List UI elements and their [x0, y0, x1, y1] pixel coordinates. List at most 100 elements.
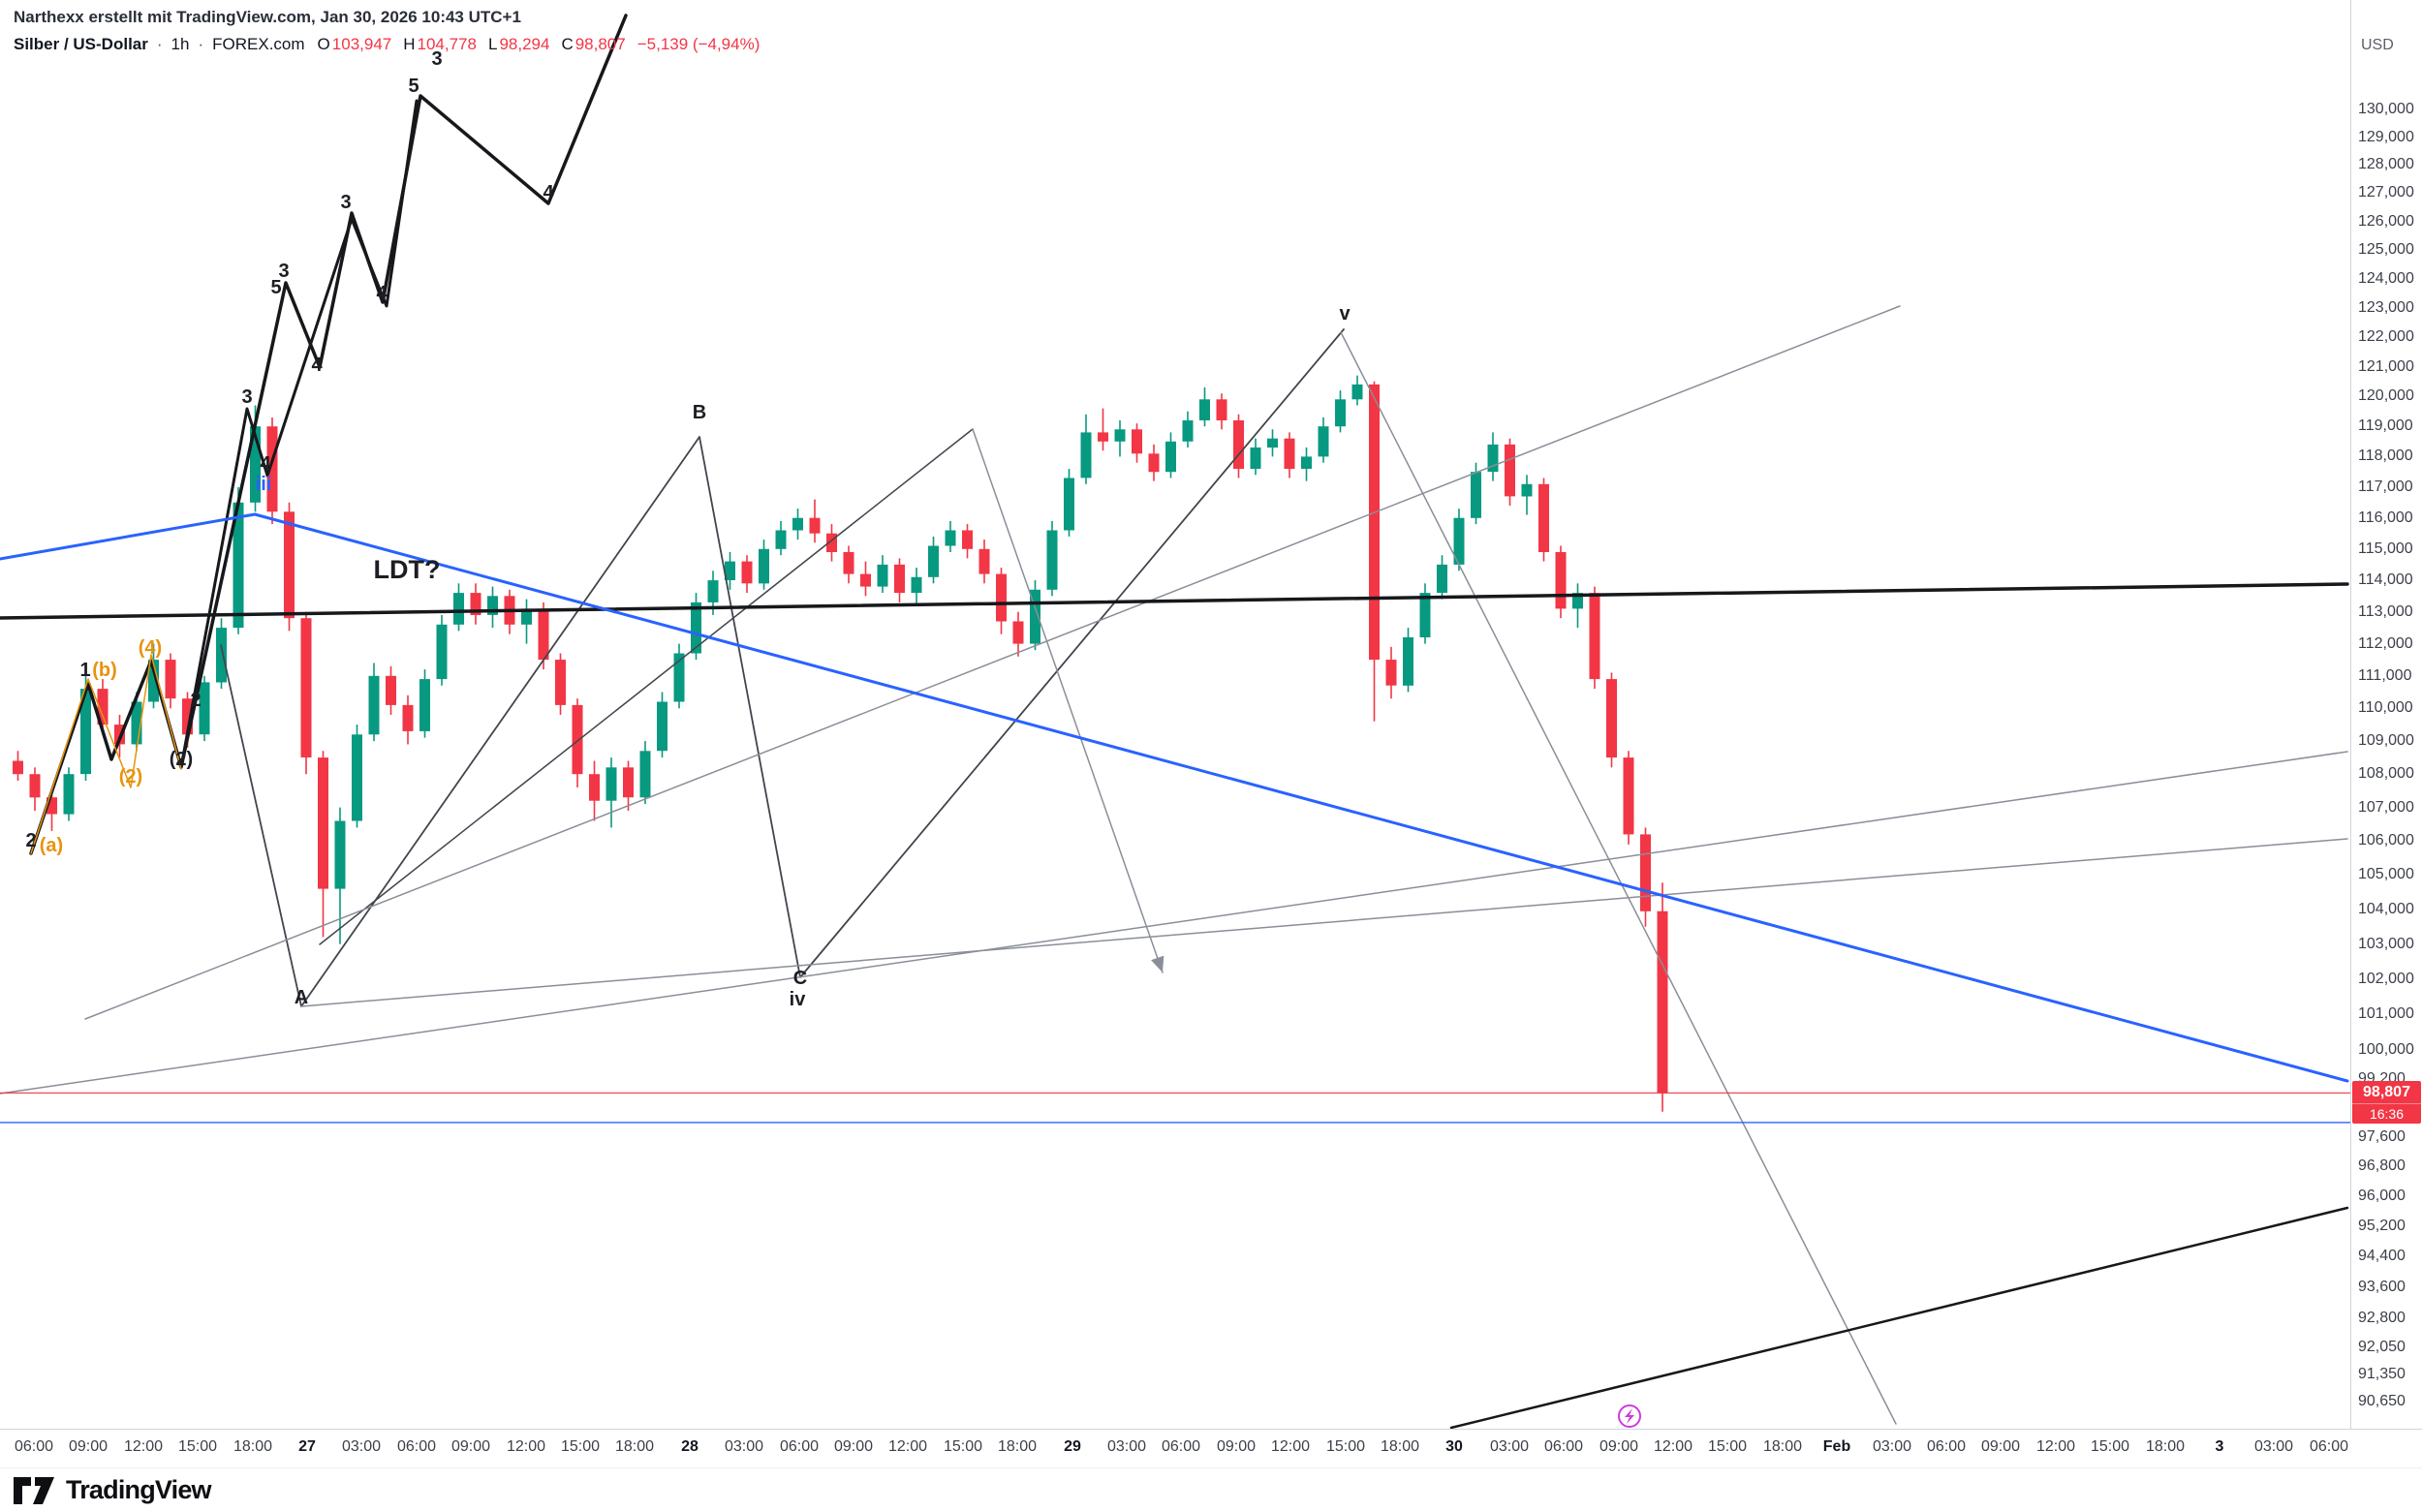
trend-line[interactable] — [300, 838, 2348, 1007]
candle-body[interactable] — [725, 561, 735, 580]
candle-body[interactable] — [572, 704, 583, 775]
wave-label[interactable]: (b) — [92, 660, 117, 681]
candle-body[interactable] — [453, 593, 464, 625]
tradingview-brand[interactable]: TradingView — [66, 1475, 212, 1504]
candle-body[interactable] — [63, 774, 75, 815]
candle-body[interactable] — [860, 573, 871, 587]
wave-label[interactable]: 4 — [311, 355, 323, 376]
candle-body[interactable] — [1267, 438, 1278, 448]
wave-label[interactable]: 5 — [408, 76, 419, 97]
candle-body[interactable] — [1453, 517, 1465, 565]
candle-body[interactable] — [894, 564, 905, 594]
candle-body[interactable] — [1301, 456, 1312, 469]
candle-body[interactable] — [589, 774, 600, 801]
trend-line[interactable] — [30, 654, 182, 854]
candle-body[interactable] — [962, 530, 973, 549]
candle-body[interactable] — [1572, 593, 1583, 609]
candle-body[interactable] — [1538, 483, 1549, 552]
candle-body[interactable] — [1403, 637, 1413, 686]
wave-label[interactable]: iii — [256, 474, 272, 495]
candle-body[interactable] — [300, 618, 312, 757]
candle-body[interactable] — [419, 679, 430, 731]
trend-line[interactable] — [319, 428, 974, 945]
candle-body[interactable] — [1351, 384, 1363, 400]
candle-body[interactable] — [639, 751, 651, 798]
candle-body[interactable] — [1114, 429, 1126, 442]
candle-body[interactable] — [233, 502, 244, 629]
candle-body[interactable] — [148, 660, 159, 702]
wave-label[interactable]: 4 — [376, 283, 388, 304]
price-axis[interactable]: USD 98,807 16:36 130,000 129,000 128,000 12… — [2350, 0, 2422, 1429]
candle-body[interactable] — [1284, 438, 1295, 469]
candle-body[interactable] — [13, 760, 23, 775]
wave-label[interactable]: 4 — [260, 453, 271, 475]
candle-body[interactable] — [1046, 530, 1058, 590]
candle-body[interactable] — [1487, 444, 1499, 473]
candle-body[interactable] — [1521, 483, 1533, 497]
candle-body[interactable] — [1030, 589, 1040, 644]
candle-body[interactable] — [809, 517, 821, 534]
candle-body[interactable] — [1216, 399, 1227, 420]
candle-body[interactable] — [1233, 420, 1244, 469]
wave-label[interactable]: C — [793, 968, 807, 989]
trend-line[interactable] — [1340, 331, 1897, 1425]
trend-line[interactable] — [0, 751, 2348, 1095]
wave-label[interactable]: v — [1339, 303, 1351, 324]
candle-body[interactable] — [250, 426, 261, 503]
candle-body[interactable] — [1419, 593, 1431, 637]
candle-body[interactable] — [80, 689, 91, 775]
trend-line[interactable] — [29, 14, 628, 855]
wave-label[interactable]: 3 — [431, 48, 442, 70]
wave-label[interactable]: 2 — [25, 830, 36, 851]
wave-label[interactable]: LDT? — [374, 555, 441, 584]
candle-body[interactable] — [707, 580, 719, 602]
wave-label[interactable]: iv — [790, 989, 807, 1010]
candle-body[interactable] — [1589, 593, 1600, 680]
interval-label[interactable]: 1h — [171, 35, 190, 53]
candle-body[interactable] — [334, 820, 346, 889]
candle-body[interactable] — [1064, 478, 1074, 531]
candle-body[interactable] — [1385, 660, 1397, 686]
candle-body[interactable] — [911, 576, 922, 594]
candle-body[interactable] — [826, 533, 837, 552]
candle-body[interactable] — [97, 689, 109, 725]
candle-body[interactable] — [1080, 432, 1092, 478]
wave-label[interactable]: 2 — [190, 690, 201, 711]
wave-label[interactable]: (2) — [119, 766, 142, 787]
candle-body[interactable] — [996, 573, 1007, 622]
candle-body[interactable] — [1437, 564, 1447, 594]
candle-body[interactable] — [521, 608, 532, 625]
candle-body[interactable] — [1132, 429, 1142, 454]
candle-body[interactable] — [1335, 399, 1346, 427]
candle-body[interactable] — [945, 530, 956, 546]
candle-body[interactable] — [792, 517, 803, 531]
trend-line[interactable] — [1449, 1206, 2349, 1429]
candle-body[interactable] — [606, 767, 617, 801]
candle-body[interactable] — [555, 660, 566, 705]
candle-body[interactable] — [691, 602, 701, 654]
candle-body[interactable] — [1640, 834, 1651, 911]
candle-body[interactable] — [402, 704, 414, 731]
candle-body[interactable] — [1505, 444, 1515, 497]
candle-body[interactable] — [1369, 384, 1380, 661]
time-axis[interactable]: 06:00 09:00 12:00 15:00 18:00 27 03:00 06:00 09:… — [0, 1429, 2422, 1468]
candle-body[interactable] — [1148, 453, 1160, 473]
trend-line[interactable] — [220, 328, 1345, 1007]
wave-label[interactable]: B — [693, 402, 706, 423]
candle-body[interactable] — [657, 701, 668, 752]
candle-body[interactable] — [928, 545, 939, 577]
exchange-label[interactable]: FOREX.com — [212, 35, 305, 53]
wave-label[interactable]: (a) — [40, 835, 63, 856]
candle-body[interactable] — [352, 734, 362, 821]
candle-body[interactable] — [47, 797, 57, 815]
candle-body[interactable] — [1623, 757, 1634, 835]
wave-label[interactable]: A — [295, 987, 308, 1008]
wave-label[interactable]: 4 — [543, 182, 554, 203]
candle-body[interactable] — [182, 698, 193, 735]
wave-label[interactable]: 3 — [241, 386, 252, 408]
candle-body[interactable] — [470, 593, 481, 615]
candle-body[interactable] — [1182, 420, 1194, 442]
wave-label[interactable]: (4) — [139, 637, 162, 659]
candle-body[interactable] — [1199, 399, 1210, 420]
